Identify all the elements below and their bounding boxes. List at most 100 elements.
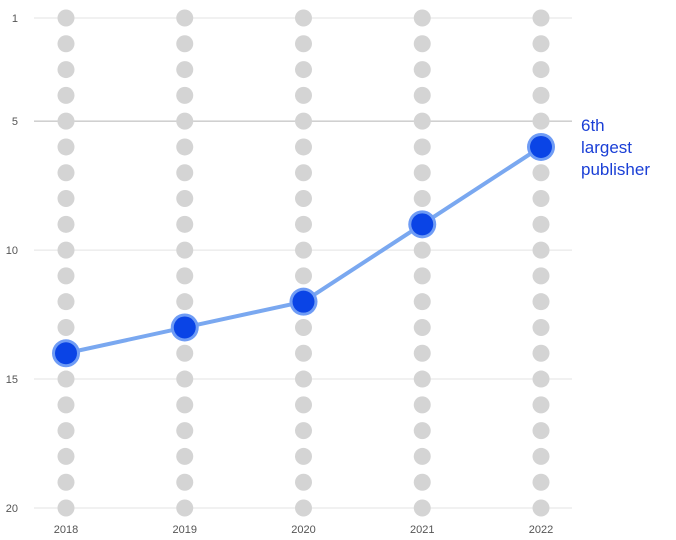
y-tick-label: 10: [6, 245, 18, 257]
background-dot: [57, 241, 75, 259]
x-axis-ticks: 2018 2019 2020 2021 2022: [54, 524, 553, 536]
data-point-2020: [289, 287, 318, 316]
background-dot: [176, 422, 194, 440]
background-dot: [57, 267, 75, 285]
background-dot: [57, 473, 75, 491]
background-dot: [532, 112, 550, 130]
background-dot: [295, 370, 312, 388]
background-dot: [57, 499, 75, 517]
background-dot: [532, 164, 550, 182]
background-dot: [295, 473, 312, 491]
background-dot: [176, 370, 194, 388]
background-dot: [532, 267, 550, 285]
background-dot: [532, 447, 550, 465]
background-dot: [413, 293, 431, 311]
background-dot: [57, 9, 75, 27]
background-dot: [532, 35, 550, 53]
background-dot: [413, 344, 431, 362]
background-dot: [295, 35, 312, 53]
background-dot: [176, 164, 194, 182]
background-dot: [532, 9, 550, 27]
background-dot: [413, 86, 431, 104]
background-dot: [295, 241, 312, 259]
data-point-marker: [173, 316, 196, 339]
y-tick-label: 15: [6, 374, 18, 386]
data-point-marker: [292, 290, 315, 313]
background-dot: [413, 447, 431, 465]
background-dot: [413, 267, 431, 285]
data-point-2018: [52, 339, 80, 368]
background-dot: [532, 473, 550, 491]
background-dot: [176, 61, 194, 79]
background-dot: [413, 9, 431, 27]
background-dot: [413, 370, 431, 388]
background-dot: [57, 164, 75, 182]
x-tick-label: 2019: [173, 524, 197, 536]
background-dot: [57, 61, 75, 79]
background-dot: [57, 86, 75, 104]
background-dot: [413, 499, 431, 517]
x-tick-label: 2020: [291, 524, 315, 536]
data-point-2021: [408, 210, 437, 239]
background-dot: [532, 318, 550, 336]
background-dot: [532, 422, 550, 440]
background-dot: [295, 318, 312, 336]
data-point-marker: [55, 342, 77, 365]
annotation-label: 6th largest publisher: [581, 116, 650, 179]
background-dot: [57, 138, 75, 156]
data-point-marker: [530, 135, 552, 158]
background-dot: [57, 215, 75, 233]
background-dot: [176, 499, 194, 517]
background-dot: [532, 344, 550, 362]
background-dot: [176, 447, 194, 465]
background-dot: [413, 61, 431, 79]
background-dot: [295, 190, 312, 208]
background-dot: [176, 473, 194, 491]
background-dot: [532, 86, 550, 104]
background-dot: [176, 112, 194, 130]
background-dot: [532, 499, 550, 517]
background-dot: [295, 447, 312, 465]
background-dot: [413, 138, 431, 156]
background-dot: [295, 112, 312, 130]
background-dot: [295, 86, 312, 104]
background-dot: [176, 293, 194, 311]
background-dot: [295, 138, 312, 156]
background-dot: [295, 344, 312, 362]
y-tick-label: 1: [12, 13, 18, 25]
background-dot: [57, 318, 75, 336]
background-dot-columns: [57, 9, 550, 517]
background-dot: [57, 370, 75, 388]
data-point-2022: [527, 132, 555, 161]
background-dot: [176, 344, 194, 362]
x-tick-label: 2018: [54, 524, 78, 536]
background-dot: [176, 86, 194, 104]
x-tick-label: 2021: [410, 524, 434, 536]
background-dot: [532, 396, 550, 414]
background-dot: [295, 9, 312, 27]
background-dot: [57, 422, 75, 440]
background-dot: [176, 190, 194, 208]
background-dot: [532, 293, 550, 311]
background-dot: [295, 61, 312, 79]
background-dot: [176, 267, 194, 285]
background-dot: [413, 473, 431, 491]
background-dot: [532, 61, 550, 79]
background-dot: [413, 164, 431, 182]
background-dot: [57, 396, 75, 414]
background-dot: [532, 241, 550, 259]
background-dot: [176, 35, 194, 53]
background-dot: [413, 241, 431, 259]
background-dot: [176, 9, 194, 27]
annotation-line: largest: [581, 138, 632, 157]
background-dot: [295, 215, 312, 233]
background-dot: [57, 190, 75, 208]
background-dot: [57, 112, 75, 130]
y-tick-label: 5: [12, 116, 18, 128]
background-dot: [532, 190, 550, 208]
background-dot: [413, 396, 431, 414]
background-dot: [413, 112, 431, 130]
background-dot: [176, 138, 194, 156]
background-dot: [176, 241, 194, 259]
